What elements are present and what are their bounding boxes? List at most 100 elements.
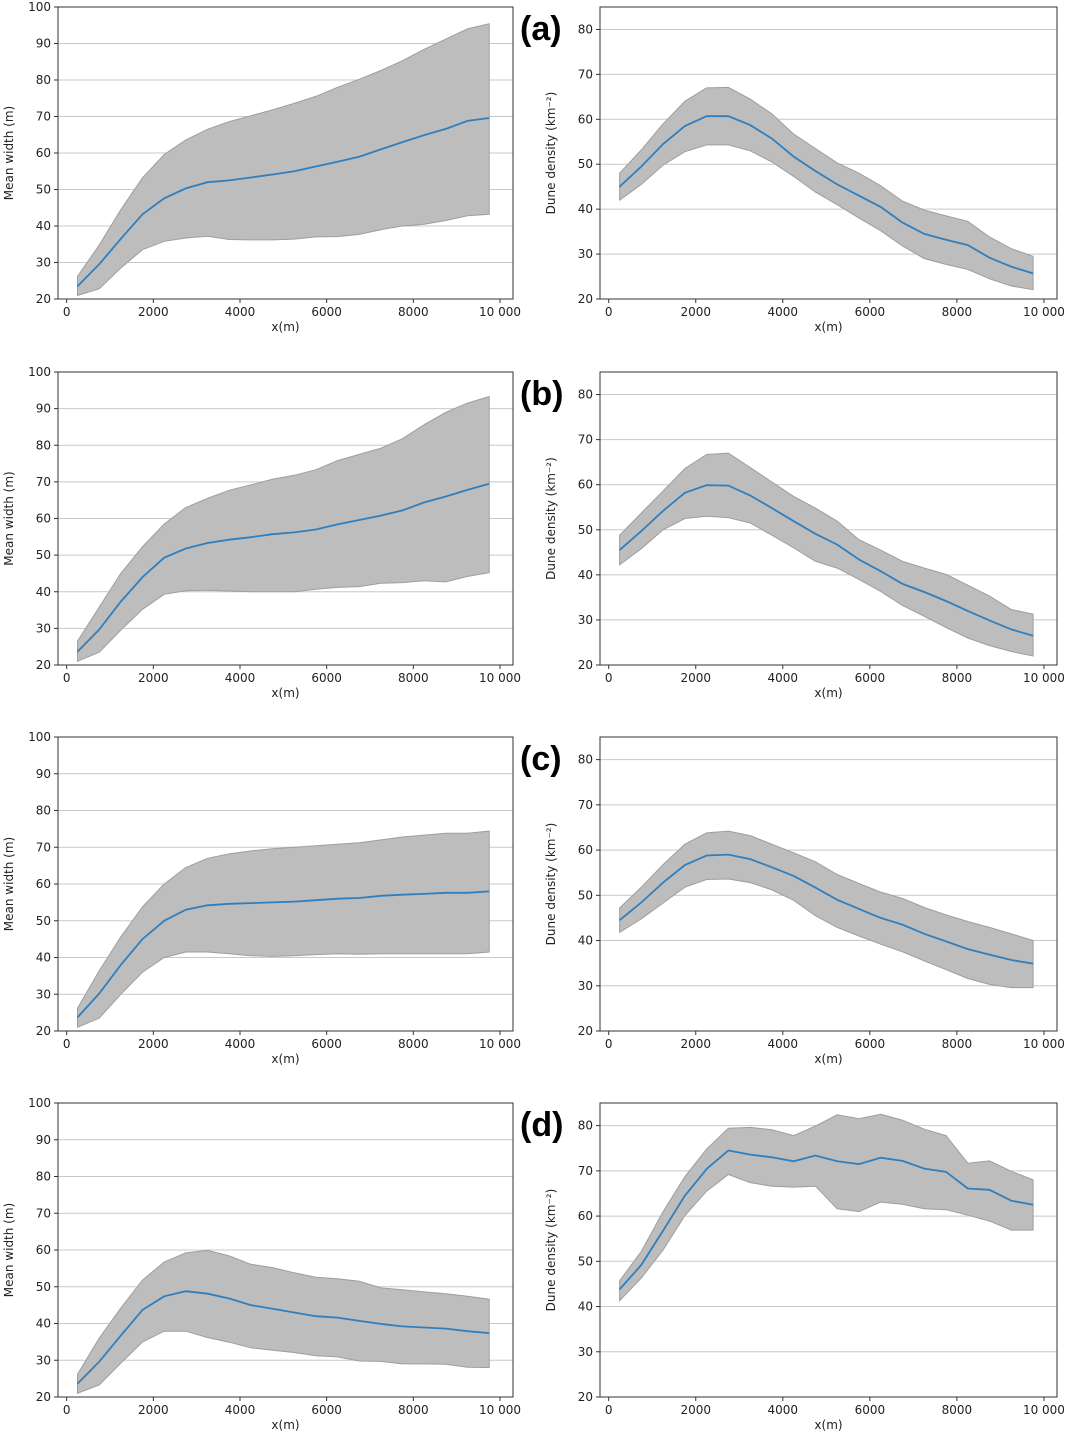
x-tick-label: 0 xyxy=(605,1037,613,1051)
y-tick-label: 30 xyxy=(578,247,593,261)
y-tick-label: 50 xyxy=(578,1254,593,1268)
y-tick-label: 40 xyxy=(578,568,593,582)
y-tick-label: 80 xyxy=(36,73,51,87)
panel-3-density-chart: 20 30 40 50 60 70 80 0 2000 4000 6000 8000 10 000 x(m… xyxy=(520,736,1065,1066)
y-tick-label: 40 xyxy=(578,1300,593,1314)
x-axis-label: x(m) xyxy=(814,320,842,334)
y-tick-label: 30 xyxy=(36,256,51,270)
x-axis-label: x(m) xyxy=(271,686,299,700)
x-axis-label: x(m) xyxy=(814,686,842,700)
y-tick-label: 100 xyxy=(28,365,51,379)
x-tick-label: 10 000 xyxy=(479,671,521,685)
x-tick-label: 8000 xyxy=(398,1403,429,1417)
y-tick-label: 70 xyxy=(36,1206,51,1220)
y-tick-label: 30 xyxy=(36,987,51,1001)
y-tick-label: 70 xyxy=(36,475,51,489)
uncertainty-band xyxy=(619,452,1034,657)
y-axis-label: Dune density (km⁻²) xyxy=(544,92,558,215)
uncertainty-band xyxy=(77,395,490,663)
panel-label: (d) xyxy=(520,1106,563,1144)
mean-line xyxy=(619,853,1034,965)
y-tick-label: 90 xyxy=(36,767,51,781)
y-tick-label: 40 xyxy=(36,219,51,233)
plot-frame xyxy=(599,1102,1058,1398)
mean-line xyxy=(618,115,1034,275)
plot-frame xyxy=(599,371,1058,666)
x-tick-label: 8000 xyxy=(398,671,429,685)
y-tick-label: 60 xyxy=(36,512,51,526)
y-tick-label: 20 xyxy=(36,658,51,672)
x-tick-label: 4000 xyxy=(768,1037,799,1051)
mean-line xyxy=(618,1149,1034,1290)
x-tick-label: 4000 xyxy=(768,1403,799,1417)
mean-line xyxy=(76,1290,490,1385)
y-tick-label: 20 xyxy=(578,1024,593,1038)
x-tick-label: 0 xyxy=(605,305,613,319)
y-tick-label: 50 xyxy=(36,914,51,928)
y-tick-label: 50 xyxy=(36,1280,51,1294)
y-tick-label: 60 xyxy=(36,146,51,160)
plot-frame xyxy=(599,6,1058,300)
y-tick-label: 60 xyxy=(578,112,593,126)
y-tick-label: 60 xyxy=(578,843,593,857)
y-tick-label: 50 xyxy=(36,183,51,197)
y-tick-label: 80 xyxy=(578,753,593,767)
x-tick-label: 0 xyxy=(63,1037,71,1051)
x-tick-label: 8000 xyxy=(398,1037,429,1051)
panel-label: (c) xyxy=(520,740,562,778)
x-tick-label: 0 xyxy=(605,671,613,685)
mean-line xyxy=(76,482,490,653)
x-tick-label: 2000 xyxy=(680,305,711,319)
x-tick-label: 2000 xyxy=(138,305,169,319)
x-tick-label: 6000 xyxy=(311,671,342,685)
y-tick-label: 60 xyxy=(578,1209,593,1223)
y-axis-label: Dune density (km⁻²) xyxy=(544,457,558,580)
y-tick-label: 70 xyxy=(36,110,51,124)
x-axis-label: x(m) xyxy=(271,1052,299,1066)
x-tick-label: 4000 xyxy=(768,671,799,685)
x-tick-label: 8000 xyxy=(942,671,973,685)
y-tick-label: 40 xyxy=(578,202,593,216)
x-tick-label: 6000 xyxy=(311,1403,342,1417)
y-tick-label: 40 xyxy=(36,585,51,599)
panel-label: (b) xyxy=(520,375,563,413)
x-tick-label: 2000 xyxy=(138,1403,169,1417)
x-tick-label: 8000 xyxy=(942,305,973,319)
panel-label: (a) xyxy=(520,10,562,48)
y-axis-label: Dune density (km⁻²) xyxy=(544,1189,558,1312)
y-tick-label: 80 xyxy=(578,22,593,36)
x-axis-label: x(m) xyxy=(814,1418,842,1432)
y-tick-label: 100 xyxy=(28,1096,51,1110)
y-tick-label: 100 xyxy=(28,0,51,14)
y-tick-label: 30 xyxy=(578,1345,593,1359)
x-tick-label: 6000 xyxy=(855,671,886,685)
x-tick-label: 6000 xyxy=(855,305,886,319)
x-tick-label: 8000 xyxy=(398,305,429,319)
y-tick-label: 50 xyxy=(36,548,51,562)
y-tick-label: 40 xyxy=(36,951,51,965)
y-tick-label: 20 xyxy=(36,1390,51,1404)
x-tick-label: 2000 xyxy=(680,1037,711,1051)
y-tick-label: 100 xyxy=(28,730,51,744)
x-tick-label: 10 000 xyxy=(1023,1037,1065,1051)
y-tick-label: 20 xyxy=(578,292,593,306)
x-tick-label: 2000 xyxy=(680,1403,711,1417)
y-tick-label: 90 xyxy=(36,37,51,51)
x-tick-label: 2000 xyxy=(138,1037,169,1051)
y-tick-label: 80 xyxy=(36,1170,51,1184)
plot-frame xyxy=(599,736,1058,1032)
y-axis-label: Mean width (m) xyxy=(2,106,16,200)
y-tick-label: 20 xyxy=(36,292,51,306)
y-tick-label: 70 xyxy=(578,1164,593,1178)
x-tick-label: 10 000 xyxy=(479,305,521,319)
uncertainty-band xyxy=(619,1113,1034,1302)
x-tick-label: 0 xyxy=(63,671,71,685)
x-tick-label: 0 xyxy=(63,305,71,319)
y-axis-label: Mean width (m) xyxy=(2,1203,16,1297)
x-tick-label: 4000 xyxy=(225,1403,256,1417)
uncertainty-band xyxy=(77,830,490,1029)
x-tick-label: 10 000 xyxy=(1023,671,1065,685)
y-tick-label: 90 xyxy=(36,402,51,416)
y-tick-label: 80 xyxy=(36,438,51,452)
mean-line xyxy=(76,890,490,1019)
